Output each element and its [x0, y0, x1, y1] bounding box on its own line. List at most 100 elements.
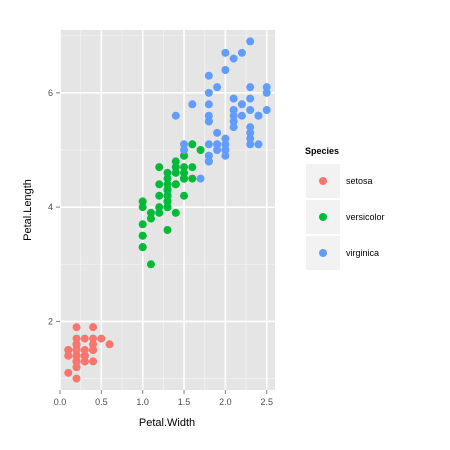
point-virginica: [254, 140, 263, 149]
point-virginica: [204, 111, 213, 120]
point-setosa: [89, 334, 98, 343]
point-virginica: [246, 128, 255, 137]
point-virginica: [204, 71, 213, 80]
point-versicolor: [146, 260, 155, 269]
point-virginica: [213, 140, 222, 149]
y-tick-label: 6: [48, 88, 53, 98]
x-tick-label: 0.0: [54, 397, 67, 407]
legend-title: Species: [305, 146, 339, 156]
point-versicolor: [180, 151, 189, 160]
point-versicolor: [180, 168, 189, 177]
x-tick-label: 0.5: [95, 397, 108, 407]
point-virginica: [229, 123, 238, 132]
point-versicolor: [171, 163, 180, 172]
point-virginica: [204, 151, 213, 160]
point-virginica: [204, 117, 213, 126]
point-virginica: [213, 146, 222, 154]
point-virginica: [262, 83, 271, 92]
point-virginica: [196, 174, 205, 183]
point-virginica: [237, 48, 246, 57]
point-virginica: [213, 128, 222, 137]
point-versicolor: [180, 174, 189, 183]
y-axis: 2 4 6: [48, 88, 60, 326]
point-versicolor: [146, 208, 155, 217]
point-versicolor: [138, 203, 147, 212]
x-tick-label: 1.5: [178, 397, 191, 407]
point-versicolor: [171, 168, 180, 177]
point-versicolor: [188, 163, 197, 172]
point-setosa: [64, 346, 73, 354]
point-virginica: [229, 94, 238, 103]
point-virginica: [204, 88, 213, 97]
point-setosa: [80, 346, 89, 354]
point-virginica: [221, 151, 230, 160]
legend-swatch-virginica: [319, 249, 327, 257]
data-points: [64, 37, 271, 383]
point-versicolor: [138, 197, 147, 206]
point-virginica: [229, 54, 238, 63]
point-virginica: [246, 83, 255, 92]
point-versicolor: [138, 231, 147, 240]
x-tick-label: 2.0: [219, 397, 232, 407]
point-versicolor: [155, 203, 164, 212]
point-setosa: [72, 346, 81, 354]
point-virginica: [221, 146, 230, 154]
point-setosa: [64, 351, 73, 360]
point-setosa: [80, 357, 89, 366]
point-versicolor: [180, 163, 189, 172]
point-virginica: [229, 117, 238, 126]
x-tick-label: 1.0: [136, 397, 149, 407]
point-virginica: [229, 111, 238, 120]
x-axis: 0.0 0.5 1.0 1.5 2.0 2.5: [54, 390, 273, 407]
point-virginica: [254, 111, 263, 120]
legend-items: setosa versicolor virginica: [306, 164, 385, 270]
point-virginica: [204, 140, 213, 149]
y-tick-label: 2: [48, 316, 53, 326]
point-setosa: [72, 374, 81, 383]
x-axis-title: Petal.Width: [139, 417, 195, 429]
point-virginica: [213, 83, 222, 92]
point-setosa: [72, 351, 81, 360]
major-gridlines: [59, 30, 275, 390]
point-versicolor: [171, 208, 180, 217]
point-virginica: [262, 106, 271, 114]
legend-label-virginica: virginica: [346, 248, 379, 258]
point-virginica: [246, 134, 255, 143]
point-virginica: [204, 100, 213, 109]
point-virginica: [221, 140, 230, 149]
point-virginica: [221, 66, 230, 74]
point-versicolor: [188, 174, 197, 183]
point-virginica: [246, 140, 255, 149]
point-virginica: [246, 37, 255, 46]
point-setosa: [89, 357, 98, 366]
point-versicolor: [138, 220, 147, 229]
legend-label-versicolor: versicolor: [346, 212, 385, 222]
point-versicolor: [163, 168, 172, 177]
point-virginica: [246, 106, 255, 114]
point-versicolor: [188, 140, 197, 149]
point-virginica: [229, 106, 238, 114]
point-virginica: [237, 100, 246, 109]
point-virginica: [180, 140, 189, 149]
point-virginica: [246, 94, 255, 103]
point-virginica: [262, 88, 271, 97]
point-virginica: [237, 111, 246, 120]
point-versicolor: [163, 226, 172, 234]
point-versicolor: [163, 174, 172, 183]
point-virginica: [204, 157, 213, 166]
point-setosa: [105, 340, 114, 349]
y-axis-title: Petal.Length: [22, 179, 34, 241]
point-versicolor: [180, 191, 189, 200]
x-tick-label: 2.5: [260, 397, 273, 407]
point-setosa: [72, 363, 81, 372]
point-virginica: [188, 100, 197, 109]
point-versicolor: [155, 163, 164, 172]
point-versicolor: [163, 191, 172, 200]
point-versicolor: [146, 214, 155, 223]
point-setosa: [89, 340, 98, 349]
point-virginica: [221, 48, 230, 57]
point-setosa: [64, 368, 73, 377]
point-versicolor: [163, 197, 172, 206]
point-versicolor: [155, 191, 164, 200]
